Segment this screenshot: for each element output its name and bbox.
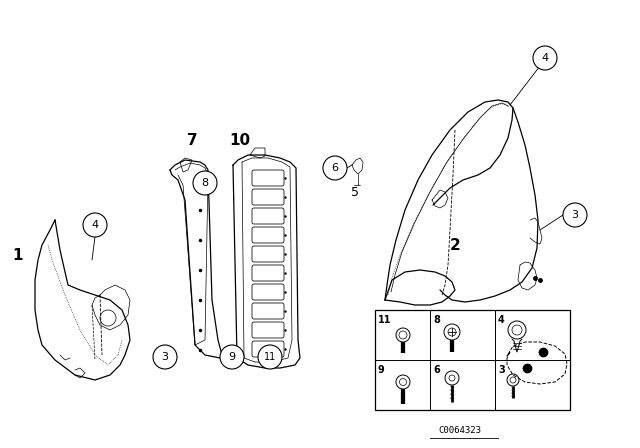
- Circle shape: [323, 156, 347, 180]
- Text: 8: 8: [433, 315, 440, 325]
- Text: 1: 1: [13, 247, 23, 263]
- Text: 3: 3: [161, 352, 168, 362]
- Text: 2: 2: [450, 237, 460, 253]
- Text: 4: 4: [498, 315, 505, 325]
- Text: 11: 11: [378, 315, 392, 325]
- Circle shape: [533, 46, 557, 70]
- Text: 4: 4: [92, 220, 99, 230]
- Text: 6: 6: [433, 365, 440, 375]
- Text: 6: 6: [332, 163, 339, 173]
- Circle shape: [220, 345, 244, 369]
- Text: 8: 8: [202, 178, 209, 188]
- Text: 9: 9: [378, 365, 385, 375]
- Text: 11: 11: [264, 352, 276, 362]
- Circle shape: [258, 345, 282, 369]
- Text: 10: 10: [229, 133, 251, 147]
- Text: 9: 9: [228, 352, 236, 362]
- Text: 4: 4: [541, 53, 548, 63]
- Circle shape: [153, 345, 177, 369]
- Text: 5: 5: [351, 185, 359, 198]
- Text: C0064323: C0064323: [438, 426, 481, 435]
- Circle shape: [193, 171, 217, 195]
- Bar: [375, 310, 570, 410]
- Text: 3: 3: [498, 365, 505, 375]
- Text: 7: 7: [187, 133, 197, 147]
- Text: 3: 3: [572, 210, 579, 220]
- Circle shape: [563, 203, 587, 227]
- Circle shape: [83, 213, 107, 237]
